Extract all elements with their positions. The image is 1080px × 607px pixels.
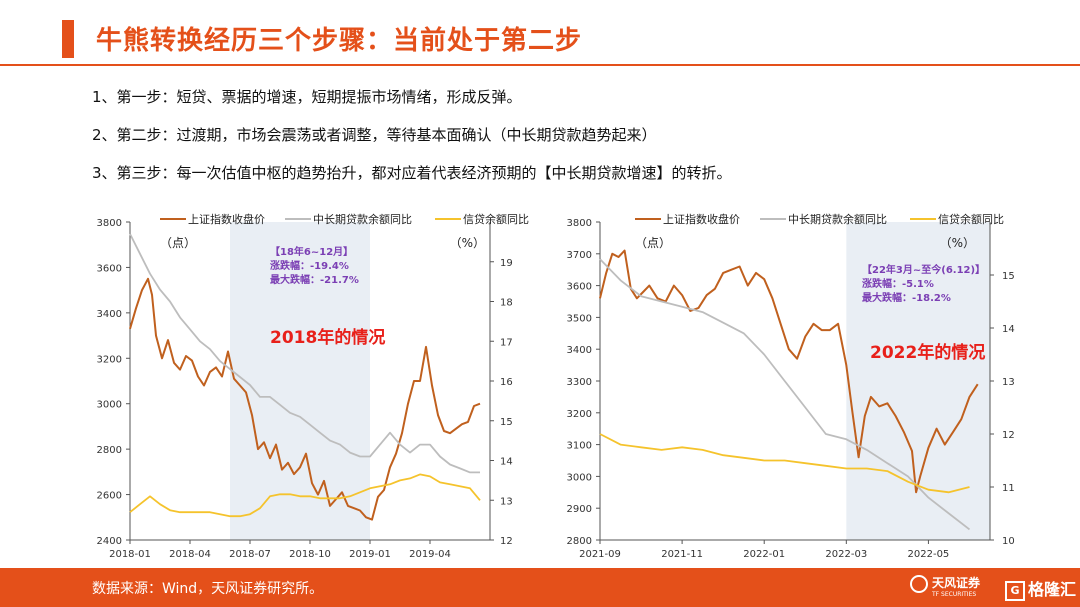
right-tick-label: 15	[1002, 271, 1015, 282]
series-line-0	[129, 277, 481, 521]
page-title: 牛熊转换经历三个步骤：当前处于第二步	[96, 26, 583, 56]
left-tick-label: 3800	[97, 218, 122, 229]
gelonghui-logo: G 格隆汇	[1005, 576, 1076, 601]
left-tick-label: 3000	[97, 400, 122, 411]
step-2: 2、第二步：过渡期，市场会震荡或者调整，等待基本面确认（中长期贷款趋势起来）	[92, 126, 657, 144]
right-tick-label: 13	[1002, 377, 1015, 388]
right-tick-label: 15	[500, 417, 513, 428]
right-tick-label: 19	[500, 258, 513, 269]
x-tick-label: 2021-11	[661, 549, 703, 560]
left-tick-label: 2800	[567, 536, 592, 547]
left-tick-label: 3300	[567, 377, 592, 388]
x-tick-label: 2019-04	[409, 549, 451, 560]
chart-2018: 3800 3600 3400 3200 3000 2800 2600 2400 19 18 17 16…	[90, 205, 530, 560]
step-1: 1、第一步：短贷、票据的增速，短期提振市场情绪，形成反弹。	[92, 88, 522, 106]
right-tick-label: 12	[1002, 430, 1015, 441]
left-tick-label: 2900	[567, 504, 592, 515]
series-line-2	[599, 433, 970, 494]
right-tick-label: 11	[1002, 483, 1015, 494]
callout-label: 2022年的情况	[870, 342, 985, 363]
right-tick-label: 14	[1002, 324, 1015, 335]
title-accent-bar	[62, 20, 74, 58]
series-line-1	[599, 258, 971, 531]
step-3: 3、第三步：每一次估值中枢的趋势抬升，都对应着代表经济预期的【中长期贷款增速】的…	[92, 164, 732, 182]
tianfeng-logo-subtext: TF SECURITIES	[932, 590, 977, 598]
left-tick-label: 3700	[567, 250, 592, 261]
x-tick-label: 2018-10	[289, 549, 331, 560]
title-bar: 牛熊转换经历三个步骤：当前处于第二步	[0, 0, 1080, 78]
legend-label: 中长期贷款余额同比	[313, 212, 412, 226]
left-tick-label: 3600	[97, 263, 122, 274]
left-tick-label: 2800	[97, 445, 122, 456]
x-tick-label: 2022-01	[743, 549, 785, 560]
x-tick-label: 2022-05	[908, 549, 950, 560]
left-tick-label: 3200	[97, 354, 122, 365]
left-tick-label: 3800	[567, 218, 592, 229]
data-source: 数据来源：Wind，天风证券研究所。	[92, 581, 324, 597]
left-tick-label: 3400	[97, 309, 122, 320]
series-line-0	[599, 249, 979, 494]
annotation-change: 涨跌幅：-5.1%	[862, 277, 934, 290]
x-tick-label: 2021-09	[579, 549, 621, 560]
left-unit-label: （点）	[160, 236, 196, 250]
legend-label: 上证指数收盘价	[663, 212, 740, 226]
chart-2022: 3800 3700 3600 3500 3400 3300 3200 3100 3000 2900…	[567, 205, 1030, 560]
left-tick-label: 3000	[567, 472, 592, 483]
left-tick-label: 2400	[97, 536, 122, 547]
series-line-2	[129, 473, 481, 518]
annotation-max-drop: 最大跌幅：-21.7%	[270, 273, 359, 286]
left-tick-label: 2600	[97, 491, 122, 502]
shaded-period	[230, 222, 370, 540]
gelonghui-logo-icon: G	[1005, 580, 1025, 601]
legend-label: 信贷余额同比	[463, 212, 529, 226]
tianfeng-logo-text: 天风证券	[932, 576, 981, 590]
series-line-1	[129, 233, 480, 474]
legend-label: 中长期贷款余额同比	[788, 212, 887, 226]
title-divider	[0, 64, 1080, 66]
left-tick-label: 3500	[567, 313, 592, 324]
callout-label: 2018年的情况	[270, 327, 385, 348]
right-tick-label: 14	[500, 457, 513, 468]
tianfeng-logo: 天风证券 TF SECURITIES	[910, 574, 980, 598]
right-tick-label: 18	[500, 298, 513, 309]
right-unit-label: （%）	[940, 236, 975, 250]
left-tick-label: 3400	[567, 345, 592, 356]
left-tick-label: 3200	[567, 409, 592, 420]
x-tick-label: 2019-01	[349, 549, 391, 560]
x-tick-label: 2018-04	[169, 549, 211, 560]
left-tick-label: 3100	[567, 441, 592, 452]
legend-label: 上证指数收盘价	[188, 212, 265, 226]
right-tick-label: 10	[1002, 536, 1015, 547]
step-list: 1、第一步：短贷、票据的增速，短期提振市场情绪，形成反弹。 2、第二步：过渡期，…	[92, 84, 732, 198]
annotation-title: 【22年3月~至今(6.12)】	[862, 263, 985, 276]
tianfeng-logo-icon	[910, 574, 928, 593]
x-tick-label: 2018-07	[229, 549, 271, 560]
x-tick-label: 2022-03	[825, 549, 867, 560]
annotation-title: 【18年6~12月】	[270, 245, 353, 258]
chart-svg-0: 3800 3600 3400 3200 3000 2800 2600 2400 19 18 17 16…	[97, 212, 529, 560]
right-tick-label: 17	[500, 337, 513, 348]
right-tick-label: 12	[500, 536, 513, 547]
legend-label: 信贷余额同比	[938, 212, 1004, 226]
annotation-change: 涨跌幅：-19.4%	[270, 259, 349, 272]
right-tick-label: 16	[500, 377, 513, 388]
annotation-max-drop: 最大跌幅：-18.2%	[862, 291, 951, 304]
gelonghui-logo-text: 格隆汇	[1028, 580, 1077, 599]
right-tick-label: 13	[500, 496, 513, 507]
x-tick-label: 2018-01	[109, 549, 151, 560]
left-tick-label: 3600	[567, 282, 592, 293]
chart-svg-1: 3800 3700 3600 3500 3400 3300 3200 3100 3000 2900…	[567, 212, 1015, 560]
left-unit-label: （点）	[635, 236, 671, 250]
right-unit-label: （%）	[450, 236, 485, 250]
